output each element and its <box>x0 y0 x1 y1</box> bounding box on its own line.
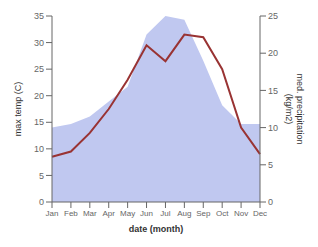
svg-text:May: May <box>120 209 135 218</box>
svg-text:10: 10 <box>268 123 278 133</box>
svg-text:Jan: Jan <box>46 209 59 218</box>
svg-text:med. precipitation(kg/m2): med. precipitation(kg/m2) <box>284 73 305 144</box>
svg-text:Aug: Aug <box>177 209 191 218</box>
svg-text:15: 15 <box>268 86 278 96</box>
svg-text:30: 30 <box>34 38 44 48</box>
svg-text:20: 20 <box>34 91 44 101</box>
svg-text:date (month): date (month) <box>129 224 184 234</box>
svg-text:Oct: Oct <box>216 209 229 218</box>
svg-text:0: 0 <box>39 197 44 207</box>
svg-text:25: 25 <box>268 11 278 21</box>
svg-text:max temp (C): max temp (C) <box>13 82 23 137</box>
svg-text:Mar: Mar <box>83 209 97 218</box>
svg-text:35: 35 <box>34 11 44 21</box>
svg-text:Jul: Jul <box>160 209 170 218</box>
svg-text:Apr: Apr <box>103 209 116 218</box>
svg-text:Sep: Sep <box>196 209 211 218</box>
svg-text:Jun: Jun <box>140 209 153 218</box>
svg-text:Feb: Feb <box>64 209 78 218</box>
svg-text:15: 15 <box>34 117 44 127</box>
svg-text:Dec: Dec <box>253 209 267 218</box>
svg-text:20: 20 <box>268 48 278 58</box>
svg-text:Nov: Nov <box>234 209 248 218</box>
svg-text:5: 5 <box>268 160 273 170</box>
svg-text:10: 10 <box>34 144 44 154</box>
svg-text:25: 25 <box>34 64 44 74</box>
svg-text:5: 5 <box>39 171 44 181</box>
svg-text:0: 0 <box>268 197 273 207</box>
